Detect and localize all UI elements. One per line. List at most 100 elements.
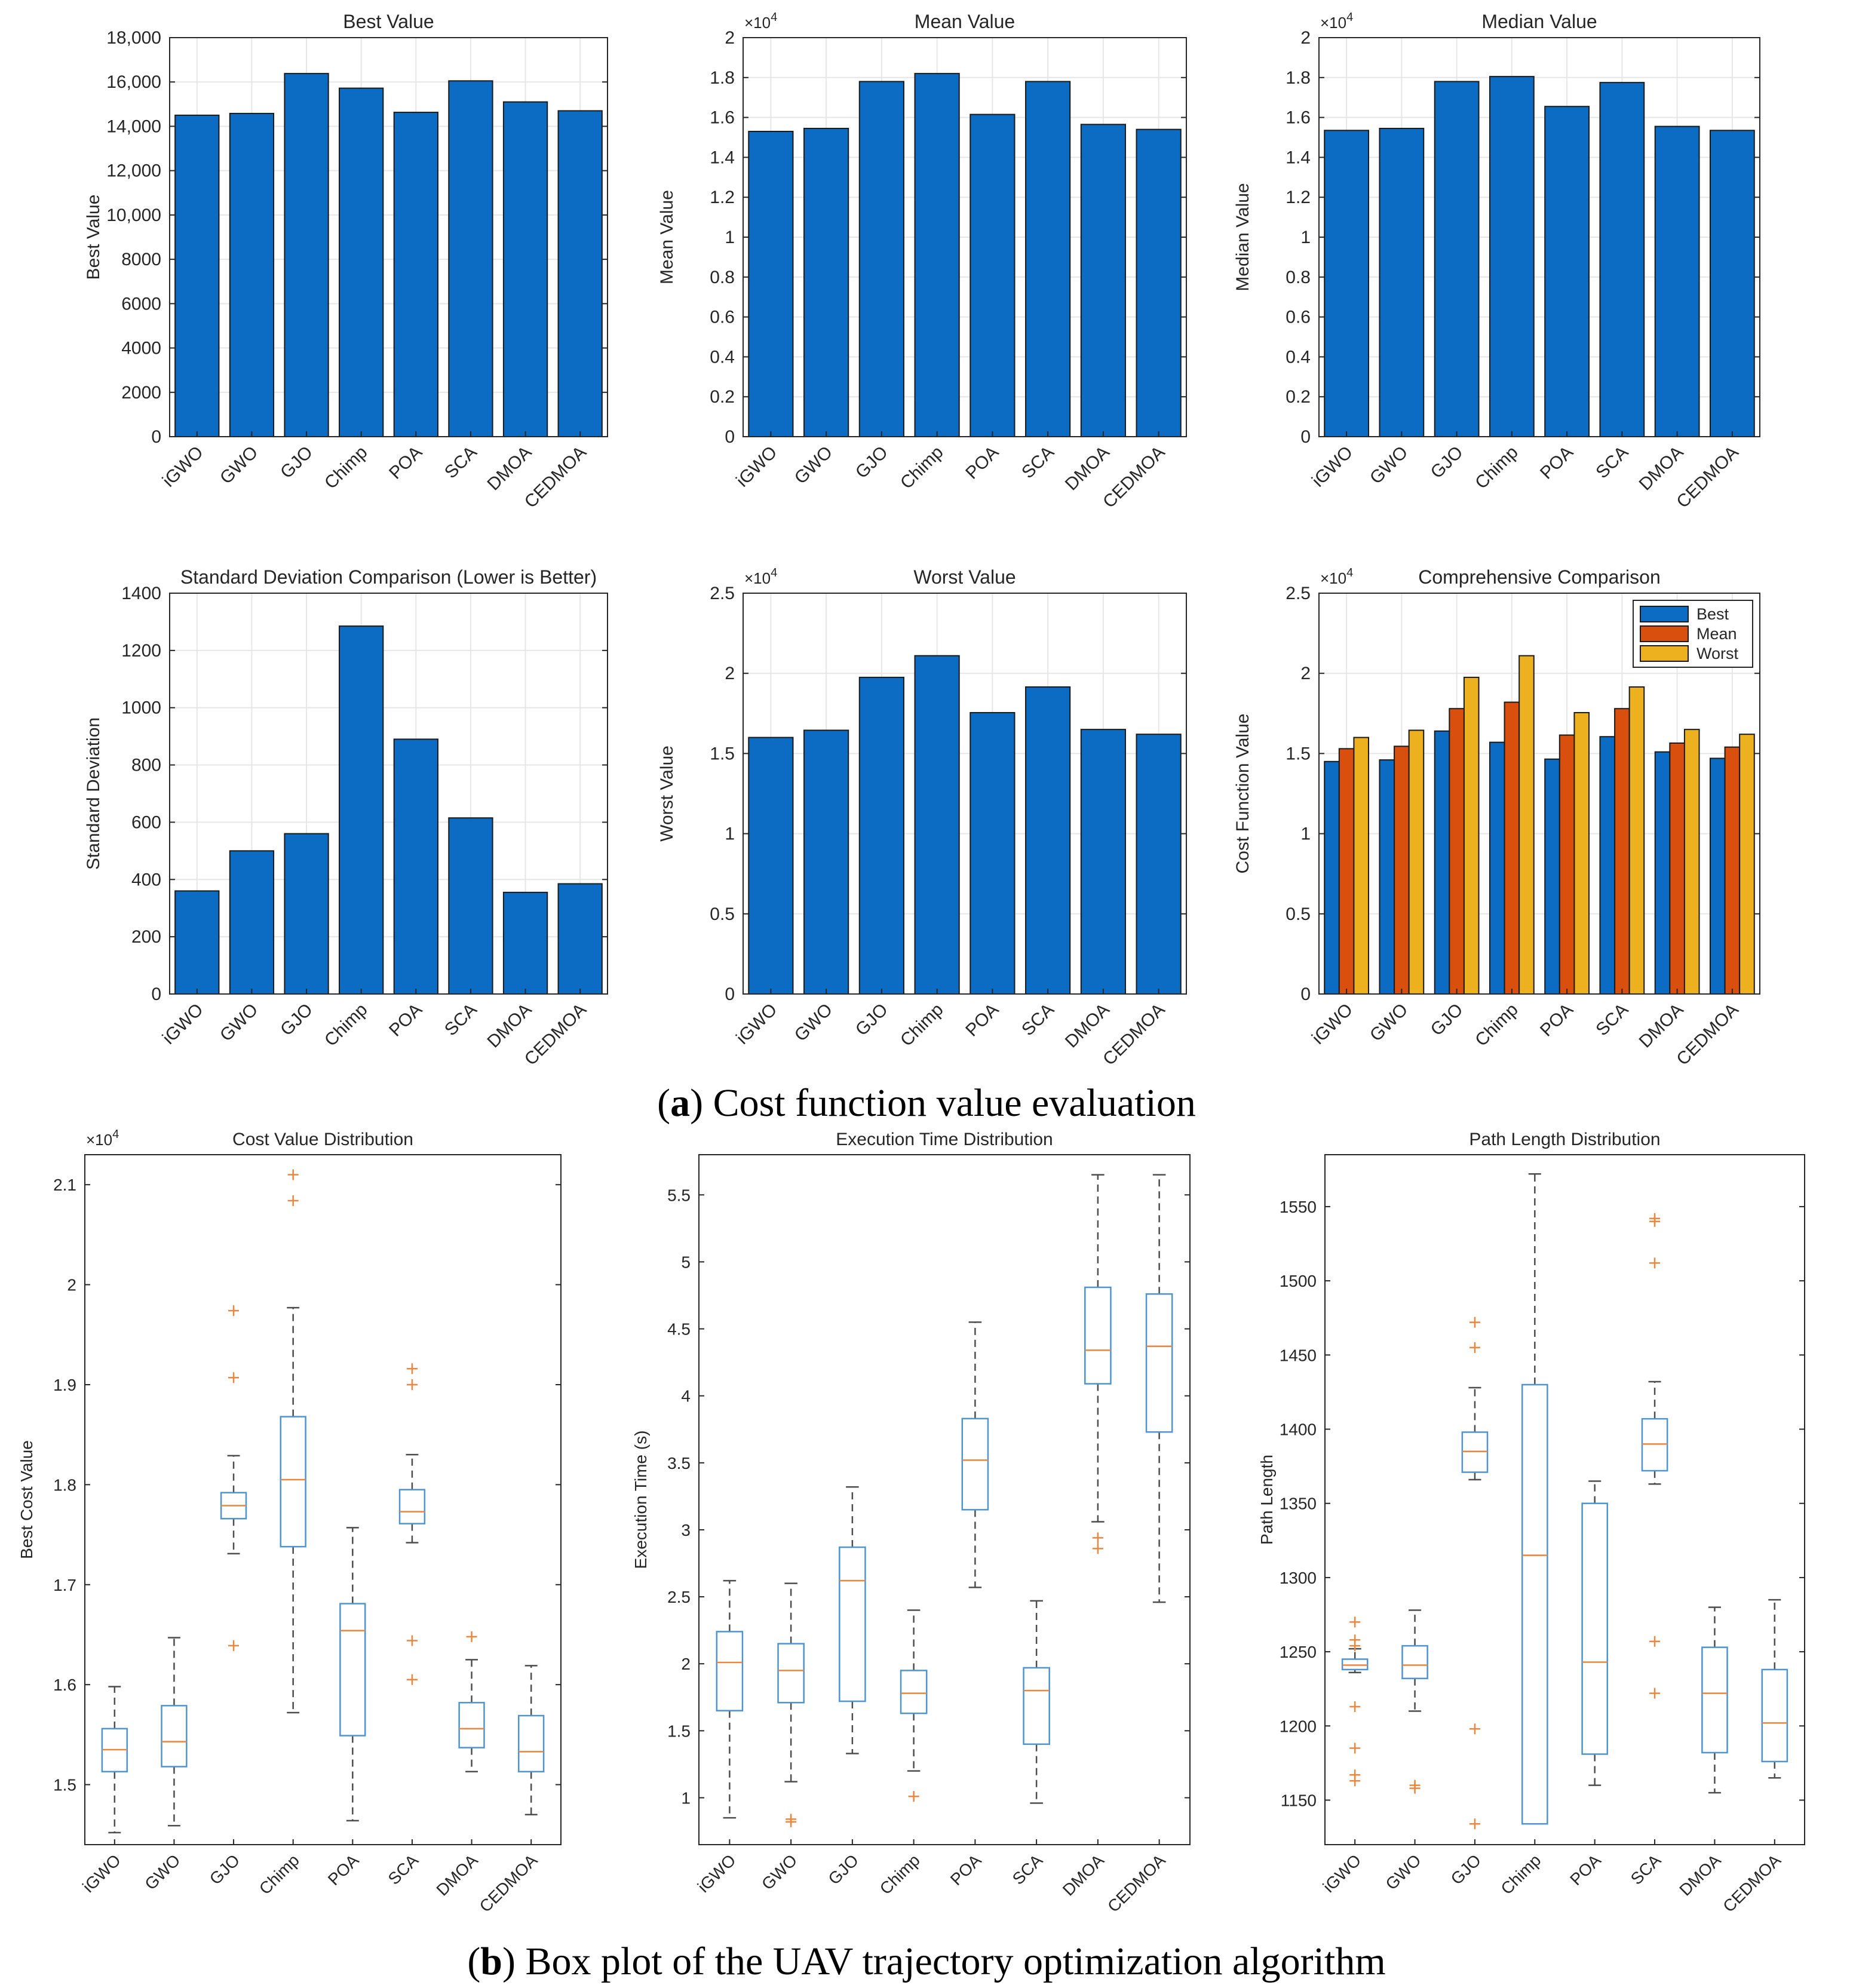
comprehensive-bar-Mean-CEDMOA [1724, 746, 1741, 995]
median-value-bar-Chimp [1489, 76, 1535, 437]
cost-distribution-outlier-SCA-1 [406, 1379, 418, 1390]
cost-distribution-outlier-SCA-3 [406, 1674, 418, 1685]
comprehensive-legend-swatch-Worst [1640, 645, 1689, 662]
comprehensive-title: Comprehensive Comparison [1418, 566, 1661, 588]
median-value-exponent: ×104 [1320, 11, 1353, 32]
cost-distribution-exponent-base: ×10 [86, 1131, 112, 1149]
comprehensive-bar-Mean-SCA [1614, 708, 1630, 995]
comprehensive-bar-Best-DMOA [1654, 751, 1671, 995]
median-value-ytick-label-2: 0.4 [1286, 347, 1311, 367]
worst-value-ytick-label-4: 2 [725, 664, 735, 683]
path-distribution-outlier-SCA-1 [1649, 1216, 1661, 1227]
comprehensive-ytick-label-0: 0 [1300, 984, 1311, 1004]
worst-value-xtick-label-Chimp: Chimp [897, 1000, 947, 1051]
time-distribution-ytick-label-5: 3.5 [667, 1454, 691, 1472]
path-distribution-box-GWO [1401, 1645, 1428, 1680]
worst-value-exponent: ×104 [744, 566, 777, 587]
path-distribution-xtick-label-POA: POA [1566, 1851, 1604, 1889]
comprehensive-axes-box [1318, 593, 1760, 995]
path-distribution-outlier-iGWO-6 [1349, 1775, 1361, 1787]
std-dev-xtick-label-DMOA: DMOA [484, 1000, 536, 1052]
std-dev-xtick-label-GWO: GWO [216, 1000, 262, 1045]
mean-value-ytick-label-10: 2 [725, 28, 735, 48]
path-distribution-xtick-label-SCA: SCA [1627, 1851, 1665, 1888]
cost-distribution-xtick-label-Chimp: Chimp [256, 1851, 303, 1898]
cost-distribution-xtick-label-iGWO: iGWO [79, 1851, 124, 1896]
best-value-ytick-label-1: 2000 [121, 383, 161, 403]
comprehensive-xtick-label-POA: POA [1536, 1000, 1577, 1041]
path-distribution-xtick-label-DMOA: DMOA [1676, 1851, 1725, 1900]
time-distribution-box-Chimp [900, 1670, 928, 1714]
time-distribution-box-CEDMOA [1145, 1293, 1173, 1433]
worst-value-xtick-label-POA: POA [962, 1000, 1002, 1041]
std-dev-xtick-label-POA: POA [385, 1000, 426, 1041]
comprehensive-legend-swatch-Mean [1640, 625, 1689, 642]
median-value-xtick-label-Chimp: Chimp [1471, 443, 1522, 493]
median-value-title: Median Value [1481, 11, 1597, 32]
caption-b-text: Box plot of the UAV trajectory optimizat… [526, 1940, 1386, 1983]
best-value-ytick-label-3: 6000 [121, 294, 161, 314]
cost-distribution-exponent-power: 4 [112, 1128, 119, 1141]
best-value-bar-GJO [284, 73, 329, 438]
cost-distribution-title: Cost Value Distribution [232, 1130, 413, 1149]
std-dev-ytick-label-7: 1400 [121, 584, 161, 603]
median-value-bar-DMOA [1654, 125, 1700, 437]
mean-value-xtick-label-POA: POA [962, 443, 1002, 483]
worst-value-ytick-label-3: 1.5 [710, 744, 735, 763]
mean-value-ytick-label-9: 1.8 [710, 68, 735, 88]
median-value-bar-GJO [1434, 81, 1480, 438]
path-distribution-outlier-GJO-2 [1469, 1723, 1480, 1735]
mean-value-ytick-label-8: 1.6 [710, 108, 735, 128]
path-distribution-ytick-label-4: 1350 [1280, 1495, 1317, 1513]
median-value-ytick-label-10: 2 [1300, 28, 1311, 48]
cost-distribution-xtick-label-POA: POA [324, 1851, 363, 1889]
std-dev-xtick-label-GJO: GJO [277, 1000, 317, 1040]
cost-distribution-axes-box [84, 1154, 562, 1845]
std-dev-bar-SCA [448, 817, 493, 995]
best-value-ytick-label-2: 4000 [121, 339, 161, 358]
std-dev-ytick-label-4: 800 [131, 756, 161, 775]
cost-distribution-outlier-GJO-0 [228, 1305, 240, 1317]
comprehensive-bar-Best-GJO [1434, 730, 1450, 995]
std-dev-ytick-label-5: 1000 [121, 698, 161, 718]
time-distribution-ytick-label-4: 3 [681, 1521, 691, 1539]
cost-distribution-ylabel: Best Cost Value [17, 1440, 36, 1559]
mean-value-ylabel: Mean Value [657, 190, 677, 284]
comprehensive-bar-Mean-GJO [1449, 708, 1465, 995]
cost-distribution-xtick-label-GWO: GWO [141, 1851, 183, 1893]
chart-cost-distribution: 1.5 1.6 1.7 1.8 1.9 2 2.1 iGWO GWO GJO Chimp POA SCA… [17, 1128, 562, 1916]
comprehensive-exponent-base: ×10 [1320, 569, 1346, 587]
comprehensive-legend-label-Best: Best [1696, 605, 1729, 623]
caption-a: (a) Cost function value evaluation [657, 1081, 1196, 1125]
time-distribution-xtick-label-iGWO: iGWO [694, 1851, 740, 1896]
cost-distribution-outlier-SCA-2 [406, 1635, 418, 1646]
cost-distribution-box-SCA [398, 1489, 426, 1524]
time-distribution-box-GWO [777, 1643, 805, 1704]
median-value-bar-GWO [1379, 127, 1425, 438]
best-value-bar-CEDMOA [557, 110, 603, 437]
worst-value-bar-iGWO [748, 737, 794, 995]
comprehensive-bar-Best-POA [1544, 758, 1560, 995]
mean-value-bar-GJO [858, 81, 904, 438]
path-distribution-xtick-label-GJO: GJO [1447, 1851, 1485, 1888]
path-distribution-axes-box [1324, 1154, 1805, 1845]
comprehensive-bar-Best-SCA [1599, 736, 1616, 995]
median-value-bar-SCA [1599, 82, 1645, 437]
path-distribution-outlier-SCA-4 [1649, 1688, 1661, 1699]
median-value-ytick-label-8: 1.6 [1286, 108, 1311, 128]
median-value-ytick-label-4: 0.8 [1286, 268, 1311, 287]
cost-distribution-plot-area [85, 1155, 561, 1845]
caption-b: (b) Box plot of the UAV trajectory optim… [467, 1940, 1385, 1983]
mean-value-xtick-label-Chimp: Chimp [897, 443, 947, 493]
mean-value-bar-Chimp [914, 73, 960, 438]
worst-value-xtick-label-SCA: SCA [1018, 1000, 1058, 1040]
median-value-ytick-label-6: 1.2 [1286, 188, 1311, 207]
mean-value-bar-GWO [803, 127, 849, 438]
std-dev-ytick-label-6: 1200 [121, 641, 161, 661]
time-distribution-outlier-Chimp-0 [908, 1791, 919, 1802]
cost-distribution-exponent: ×104 [86, 1128, 119, 1149]
comprehensive-bar-Mean-Chimp [1504, 701, 1520, 995]
worst-value-xtick-label-iGWO: iGWO [732, 1000, 781, 1048]
best-value-bar-GWO [229, 112, 275, 438]
